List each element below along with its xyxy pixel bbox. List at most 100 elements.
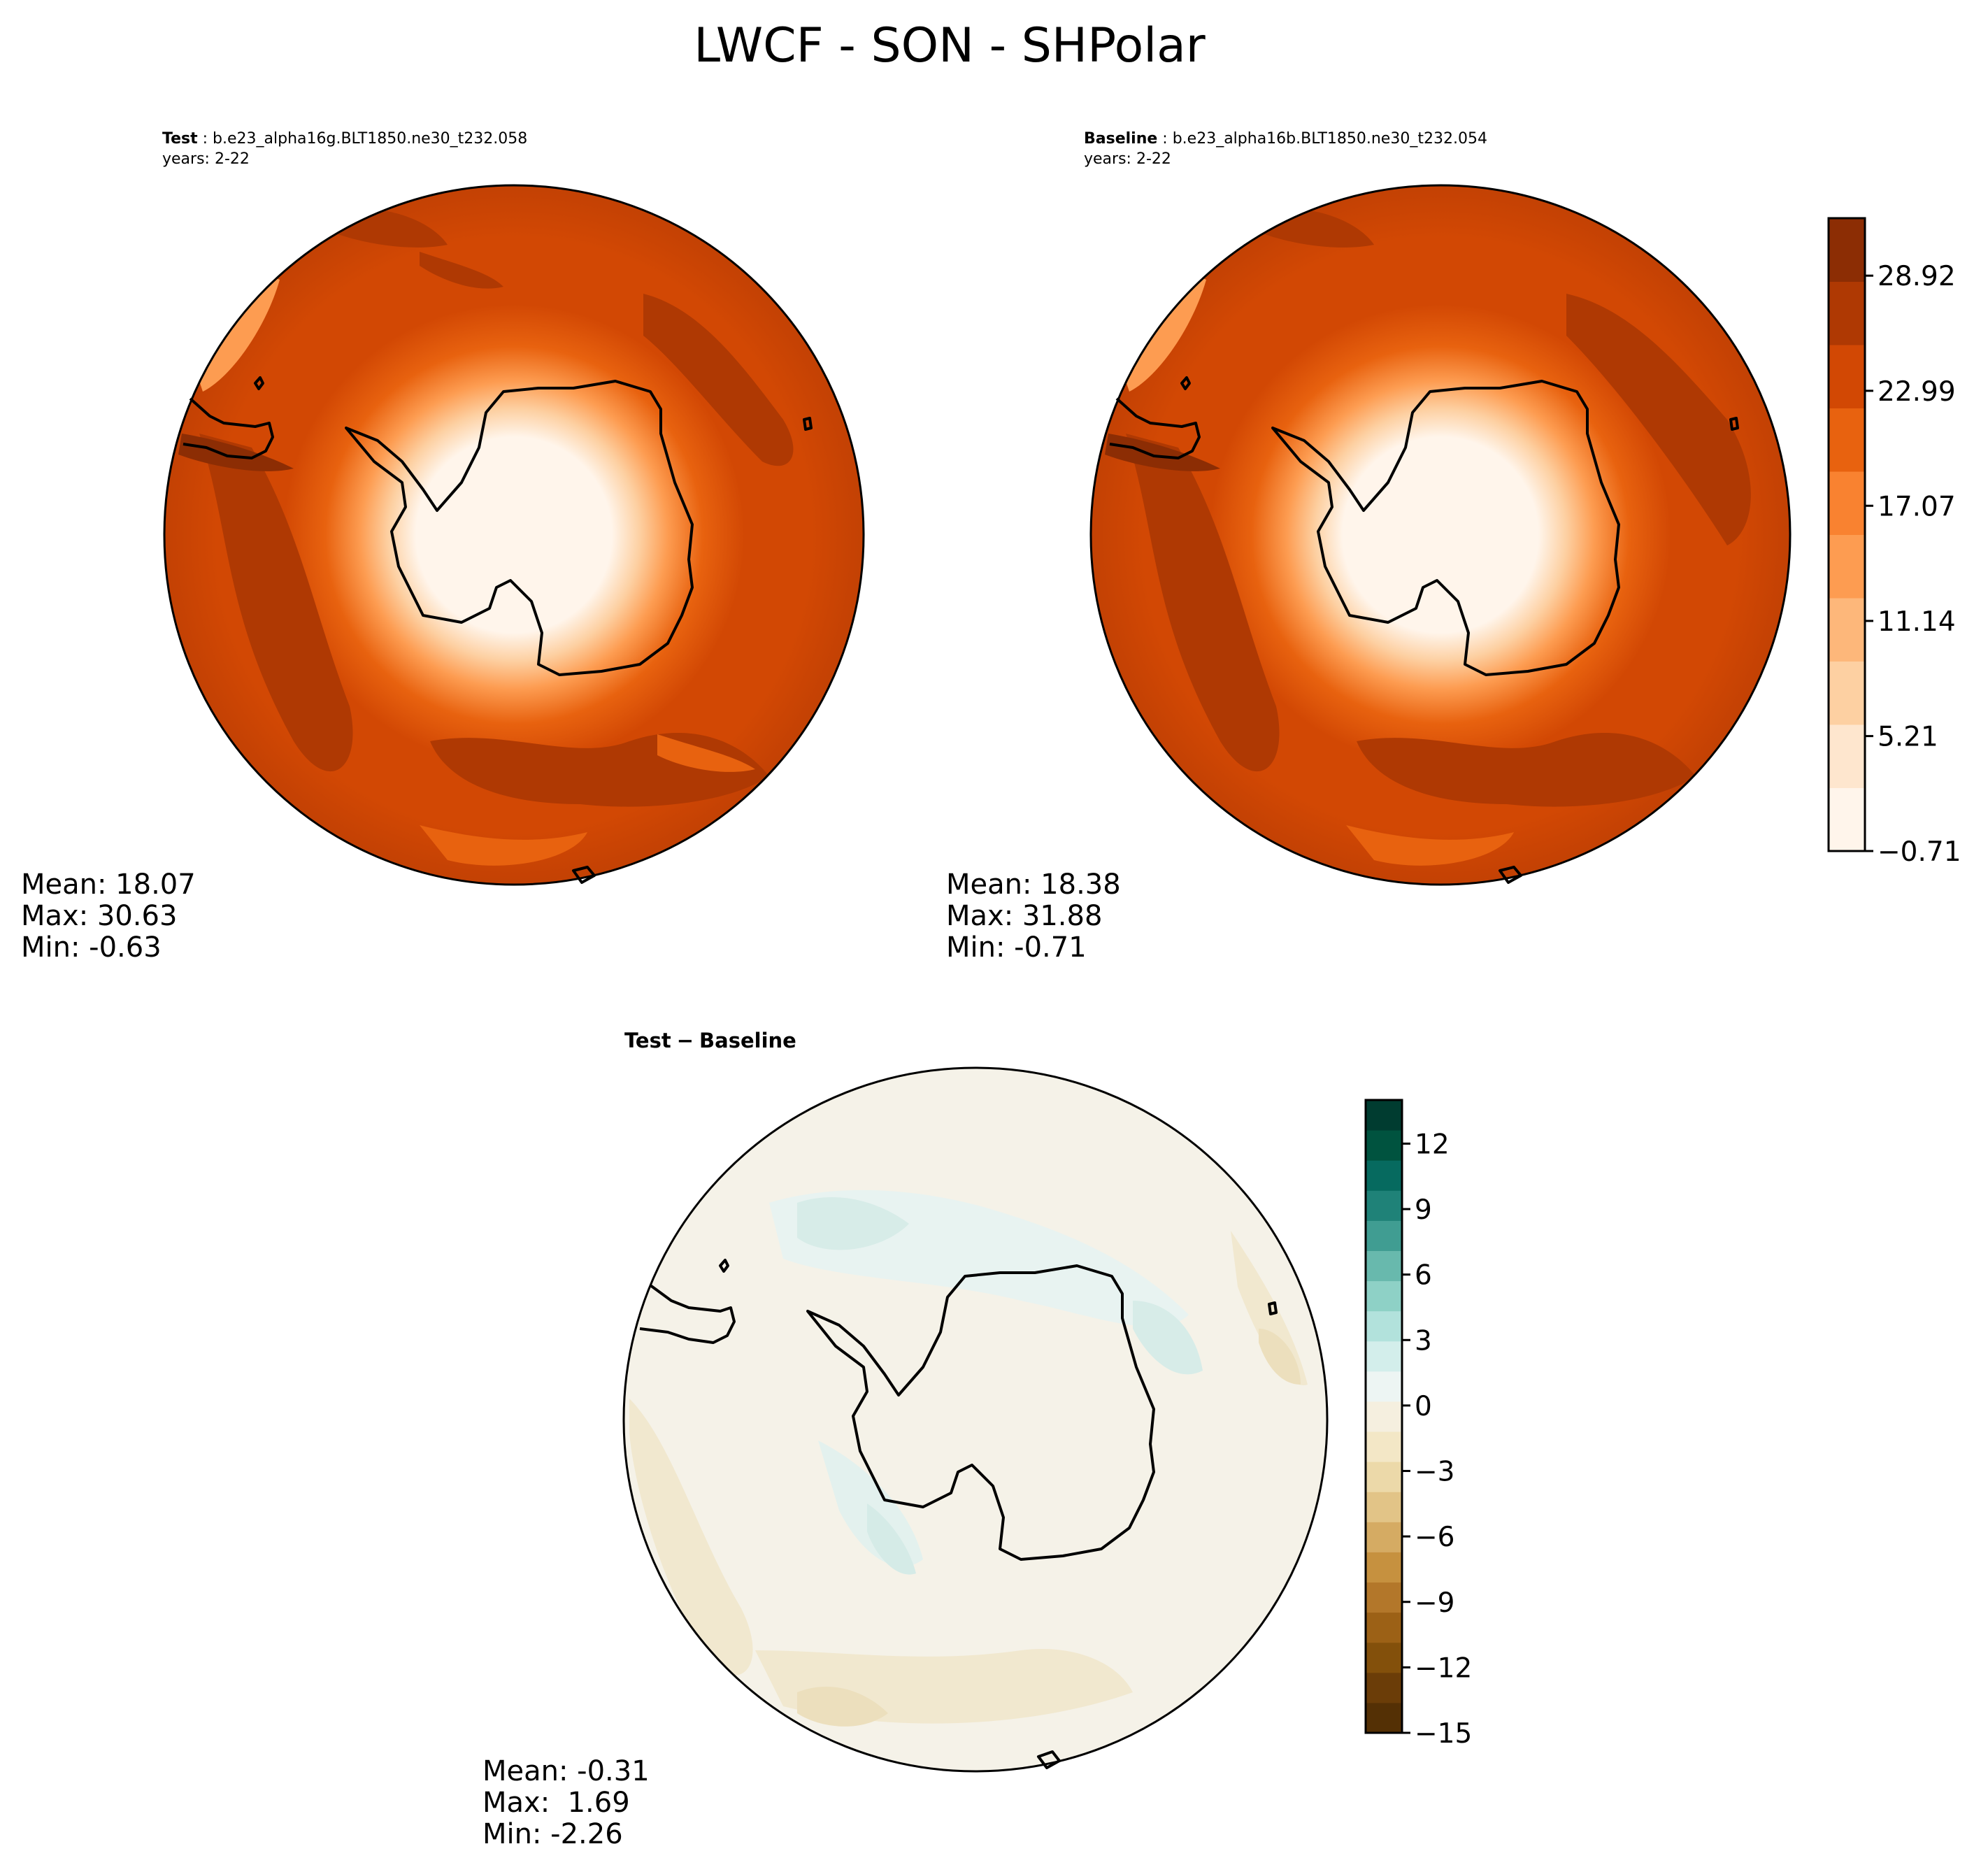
baseline-stat-mean: Mean: 18.38	[946, 869, 1121, 901]
difference-colorbar-segment	[1366, 1130, 1402, 1161]
main-colorbar-tick-label: −0.71	[1878, 836, 1961, 868]
main-colorbar-segment	[1829, 534, 1865, 599]
baseline-colon: :	[1157, 130, 1172, 148]
test-stat-min: Min: -0.63	[21, 931, 162, 964]
test-contour-band	[657, 734, 755, 772]
baseline-contour-band	[1357, 733, 1696, 807]
baseline-antarctica-coastline	[1271, 380, 1620, 676]
difference-island-coastline	[719, 1259, 729, 1273]
difference-colorbar-segment	[1366, 1250, 1402, 1282]
difference-colorbar-tick-label: 0	[1415, 1391, 1432, 1422]
baseline-contour-band	[1115, 276, 1206, 392]
main-colorbar-frame	[1827, 217, 1866, 852]
test-contour-band	[199, 434, 353, 772]
difference-stat-max: Max: 1.69	[482, 1787, 630, 1819]
test-island-coastline	[254, 376, 264, 390]
difference-colorbar-segment	[1366, 1341, 1402, 1372]
test-years: years: 2-22	[162, 150, 250, 168]
difference-map	[624, 1068, 1327, 1771]
difference-colorbar-segment	[1366, 1522, 1402, 1552]
baseline-case-name: b.e23_alpha16b.BLT1850.ne30_t232.054	[1173, 130, 1487, 148]
baseline-island-coastline	[1499, 866, 1522, 884]
baseline-contour-band	[1566, 294, 1751, 545]
difference-island-coastline	[1037, 1750, 1061, 1769]
difference-antarctica-coastline	[806, 1264, 1155, 1561]
difference-colorbar-segment	[1366, 1552, 1402, 1583]
difference-panel: Test − Baseline Mean: -0.31 Max: 1.69 Min:…	[482, 1029, 1329, 1850]
test-south-america-coastline	[183, 397, 274, 459]
test-contour-band	[420, 252, 503, 289]
difference-contour-band	[797, 1686, 888, 1727]
test-antarctica-coastline	[345, 380, 694, 676]
difference-colorbar-tick-label: −9	[1415, 1587, 1455, 1619]
difference-colorbar-segment	[1366, 1702, 1402, 1734]
difference-colorbar-segment	[1366, 1582, 1402, 1613]
main-colorbar: −0.71 5.21 11.14 17.07 22.99 28.92	[1827, 217, 1961, 868]
difference-south-america-coastline	[639, 1284, 736, 1344]
difference-colorbar-segment	[1366, 1401, 1402, 1432]
baseline-island-coastline	[1180, 376, 1191, 390]
baseline-map	[1091, 185, 1790, 885]
difference-colorbar-tick-label: 12	[1415, 1129, 1450, 1160]
difference-colorbar-frame	[1364, 1099, 1403, 1734]
baseline-contour-band	[1346, 825, 1514, 866]
difference-colorbar-segment	[1366, 1310, 1402, 1342]
test-contour-band	[420, 825, 587, 866]
test-stat-mean: Mean: 18.07	[21, 869, 196, 901]
difference-contour-band	[867, 1503, 916, 1575]
difference-contour-band	[629, 1399, 753, 1675]
baseline-panel-title: Baseline : b.e23_alpha16b.BLT1850.ne30_t…	[1084, 130, 1487, 148]
difference-colorbar-tick-label: −12	[1415, 1652, 1472, 1684]
difference-contour-band	[797, 1196, 909, 1250]
baseline-stat-max: Max: 31.88	[946, 900, 1102, 932]
main-colorbar-segment	[1829, 787, 1865, 852]
baseline-contour-band	[1105, 434, 1220, 471]
main-colorbar-segment	[1829, 661, 1865, 725]
test-panel-title: Test : b.e23_alpha16g.BLT1850.ne30_t232.…	[162, 130, 527, 148]
test-panel: Test : b.e23_alpha16g.BLT1850.ne30_t232.…	[21, 130, 865, 964]
baseline-map-boundary	[1089, 184, 1792, 886]
difference-colorbar-segment	[1366, 1672, 1402, 1703]
main-colorbar-segment	[1829, 598, 1865, 662]
difference-colorbar-segment	[1366, 1371, 1402, 1402]
difference-colorbar-segment	[1366, 1220, 1402, 1251]
difference-colorbar-segment	[1366, 1100, 1402, 1131]
difference-colorbar-segment	[1366, 1492, 1402, 1522]
difference-colorbar-segment	[1366, 1462, 1402, 1492]
test-island-coastline	[572, 866, 596, 884]
main-colorbar-segment	[1829, 218, 1865, 282]
baseline-south-america-coastline	[1109, 397, 1201, 459]
difference-title-op: −	[677, 1029, 694, 1052]
difference-colorbar-segment	[1366, 1160, 1402, 1191]
difference-colorbar-tick-label: −6	[1415, 1522, 1455, 1553]
difference-colorbar-tick-label: 3	[1415, 1325, 1432, 1357]
main-colorbar-tick-label: 28.92	[1878, 261, 1956, 292]
baseline-panel: Baseline : b.e23_alpha16b.BLT1850.ne30_t…	[946, 130, 1792, 964]
baseline-contour-band	[1126, 434, 1280, 772]
difference-colorbar-segment	[1366, 1431, 1402, 1462]
test-island-coastline	[803, 417, 813, 431]
baseline-years: years: 2-22	[1084, 150, 1171, 168]
main-colorbar-segment	[1829, 471, 1865, 535]
difference-colorbar-tick-label: −3	[1415, 1457, 1455, 1488]
difference-contour-band	[1259, 1329, 1301, 1385]
test-colon: :	[198, 130, 213, 148]
difference-colorbar-segment	[1366, 1190, 1402, 1221]
difference-island-coastline	[1268, 1301, 1278, 1315]
difference-title-baseline: Baseline	[699, 1029, 796, 1052]
baseline-label: Baseline	[1084, 130, 1157, 148]
test-map	[164, 185, 864, 885]
test-map-boundary	[163, 184, 865, 886]
test-stat-max: Max: 30.63	[21, 900, 177, 932]
difference-contour-band	[1133, 1301, 1203, 1375]
baseline-island-coastline	[1729, 417, 1739, 431]
difference-colorbar: −15 −12 −9 −6 −3 0 3 6 9 12	[1364, 1099, 1472, 1750]
main-colorbar-tick-label: 5.21	[1878, 722, 1938, 753]
main-colorbar-tick-label: 22.99	[1878, 376, 1956, 408]
difference-colorbar-segment	[1366, 1280, 1402, 1312]
difference-panel-title: Test − Baseline	[624, 1029, 796, 1052]
main-colorbar-segment	[1829, 408, 1865, 472]
baseline-stat-min: Min: -0.71	[946, 931, 1087, 964]
test-contour-band	[643, 294, 794, 466]
